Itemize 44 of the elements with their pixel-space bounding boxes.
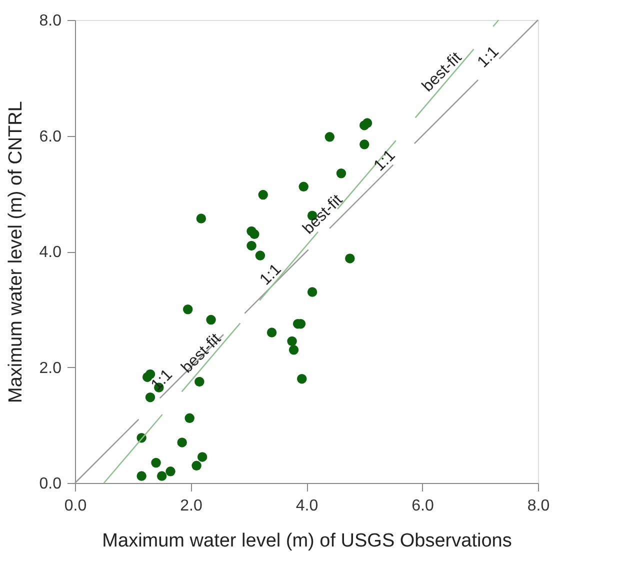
- x-axis-title: Maximum water level (m) of USGS Observations: [102, 530, 512, 552]
- x-tick-label: 8.0: [527, 498, 550, 514]
- y-tick-label: 0.0: [39, 476, 62, 492]
- y-tick-label: 8.0: [39, 12, 62, 30]
- point: [166, 466, 176, 476]
- x-tick-label: 6.0: [412, 498, 434, 514]
- point: [151, 458, 161, 468]
- point: [362, 118, 372, 128]
- point: [182, 304, 193, 314]
- point: [196, 214, 206, 224]
- point: [136, 471, 146, 481]
- point: [145, 392, 156, 402]
- x-tick-label: 0.0: [64, 498, 87, 514]
- point: [360, 140, 370, 150]
- point: [206, 314, 216, 325]
- point: [288, 345, 299, 355]
- x-tick-label: 2.0: [180, 498, 202, 514]
- point: [296, 374, 307, 384]
- point: [324, 132, 335, 142]
- point: [255, 250, 266, 260]
- point: [194, 376, 204, 387]
- point: [250, 229, 260, 239]
- point: [345, 254, 355, 264]
- annotation: 1:1: [474, 43, 502, 72]
- point: [197, 452, 208, 462]
- y-tick-label: 2.0: [39, 360, 62, 377]
- point: [258, 190, 268, 200]
- y-tick-label: 4.0: [39, 244, 62, 261]
- point: [307, 287, 318, 297]
- annotation: 1:1: [256, 260, 285, 289]
- point: [192, 460, 202, 470]
- point: [184, 413, 194, 424]
- point: [246, 240, 256, 251]
- y-axis-title: Maximum water level (m) of CNTRL: [5, 101, 26, 403]
- point: [298, 182, 308, 192]
- point: [156, 471, 167, 481]
- annotation: 1:1: [148, 366, 176, 394]
- point: [287, 336, 297, 346]
- annotation: 1:1: [370, 146, 399, 175]
- point: [266, 328, 277, 338]
- y-tick-label: 6.0: [39, 128, 62, 146]
- point: [336, 168, 346, 178]
- point: [177, 438, 187, 448]
- x-tick-label: 4.0: [296, 498, 318, 514]
